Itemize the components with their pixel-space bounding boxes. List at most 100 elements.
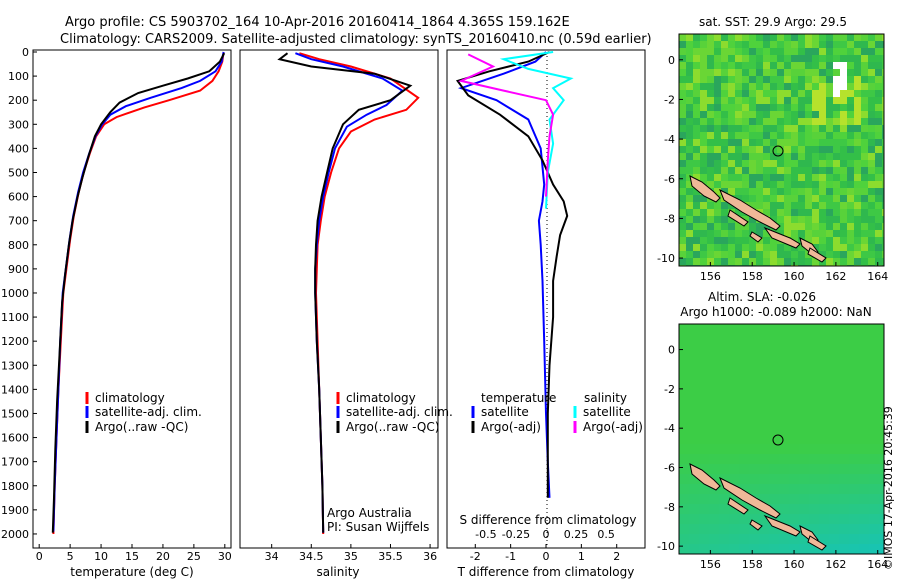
sst-cell bbox=[826, 104, 833, 111]
sst-cell bbox=[882, 160, 884, 167]
sst-cell bbox=[735, 41, 742, 48]
sst-cell bbox=[854, 160, 861, 167]
sst-cell bbox=[707, 48, 714, 55]
sst-cell bbox=[861, 125, 868, 132]
sst-cell bbox=[791, 223, 798, 230]
sst-cell bbox=[798, 160, 805, 167]
sst-cell bbox=[777, 160, 784, 167]
sst-cell bbox=[721, 174, 728, 181]
sla-cell bbox=[679, 394, 689, 404]
sst-cell bbox=[798, 111, 805, 118]
sst-cell bbox=[763, 223, 770, 230]
sst-cell bbox=[819, 111, 826, 118]
sst-cell bbox=[735, 62, 742, 69]
sst-cell bbox=[833, 90, 840, 97]
map-x-tick-label: 156 bbox=[700, 558, 721, 571]
sst-cell bbox=[868, 209, 875, 216]
sst-cell bbox=[686, 111, 693, 118]
sst-cell bbox=[854, 62, 861, 69]
sst-cell bbox=[840, 167, 847, 174]
sla-cell bbox=[849, 544, 859, 554]
sst-cell bbox=[791, 83, 798, 90]
sst-cell bbox=[826, 41, 833, 48]
y-tick-label: 100 bbox=[8, 70, 29, 83]
sst-cell bbox=[819, 153, 826, 160]
sst-cell bbox=[791, 104, 798, 111]
sla-cell bbox=[759, 514, 769, 524]
sst-cell bbox=[861, 48, 868, 55]
sst-cell bbox=[714, 76, 721, 83]
sst-cell bbox=[721, 118, 728, 125]
sst-cell bbox=[840, 76, 847, 83]
sst-cell bbox=[756, 48, 763, 55]
sla-cell bbox=[679, 374, 689, 384]
sst-cell bbox=[833, 83, 840, 90]
sla-cell bbox=[719, 544, 729, 554]
sla-cell bbox=[859, 364, 869, 374]
map-y-tick-label: -6 bbox=[664, 173, 675, 186]
sla-cell bbox=[779, 464, 789, 474]
sla-cell bbox=[709, 334, 719, 344]
sst-cell bbox=[868, 237, 875, 244]
sst-cell bbox=[861, 195, 868, 202]
sst-cell bbox=[784, 139, 791, 146]
sst-cell bbox=[686, 69, 693, 76]
sst-cell bbox=[798, 62, 805, 69]
sst-cell bbox=[693, 62, 700, 69]
sst-cell bbox=[840, 62, 847, 69]
sst-cell bbox=[749, 153, 756, 160]
sst-cell bbox=[749, 188, 756, 195]
sst-cell bbox=[700, 97, 707, 104]
sst-cell bbox=[875, 146, 882, 153]
sst-cell bbox=[805, 167, 812, 174]
sst-cell bbox=[679, 69, 686, 76]
sst-cell bbox=[791, 111, 798, 118]
sst-cell bbox=[742, 230, 749, 237]
sst-cell bbox=[833, 104, 840, 111]
sla-cell bbox=[829, 394, 839, 404]
sst-cell bbox=[770, 83, 777, 90]
sla-cell bbox=[759, 414, 769, 424]
map-y-tick-label: -8 bbox=[664, 212, 675, 225]
sst-cell bbox=[861, 188, 868, 195]
sla-cell bbox=[719, 374, 729, 384]
sst-cell bbox=[770, 69, 777, 76]
sst-cell bbox=[707, 202, 714, 209]
series-line-argo-adj- bbox=[457, 53, 555, 197]
sst-cell bbox=[819, 34, 826, 41]
sst-cell bbox=[847, 132, 854, 139]
x-tick-label: 35.5 bbox=[378, 550, 403, 563]
sst-cell bbox=[700, 118, 707, 125]
sst-cell bbox=[826, 55, 833, 62]
sla-cell bbox=[809, 504, 819, 514]
coastline bbox=[689, 463, 827, 551]
sst-cell bbox=[791, 251, 798, 258]
sst-cell bbox=[826, 111, 833, 118]
sst-cell bbox=[693, 223, 700, 230]
sla-cell bbox=[749, 544, 759, 554]
sst-cell bbox=[714, 237, 721, 244]
sst-cell bbox=[756, 230, 763, 237]
sst-cell bbox=[770, 48, 777, 55]
sst-cell bbox=[791, 174, 798, 181]
sla-cell bbox=[779, 384, 789, 394]
sst-cell bbox=[749, 34, 756, 41]
x-tick-label: 36 bbox=[423, 550, 437, 563]
sst-cell bbox=[721, 216, 728, 223]
series-line-climatology bbox=[299, 52, 420, 535]
sla-cell bbox=[879, 474, 884, 484]
sst-cell bbox=[770, 125, 777, 132]
sst-cell bbox=[714, 209, 721, 216]
sst-cell bbox=[854, 244, 861, 251]
sla-cell bbox=[679, 344, 689, 354]
sla-cell bbox=[789, 504, 799, 514]
sst-cell bbox=[777, 104, 784, 111]
sst-cell bbox=[861, 216, 868, 223]
sst-cell bbox=[805, 69, 812, 76]
sst-cell bbox=[679, 223, 686, 230]
sst-cell bbox=[791, 125, 798, 132]
map-x-tick-label: 160 bbox=[784, 270, 805, 283]
sst-cell bbox=[819, 237, 826, 244]
sst-cell bbox=[777, 83, 784, 90]
sla-cell bbox=[689, 414, 699, 424]
